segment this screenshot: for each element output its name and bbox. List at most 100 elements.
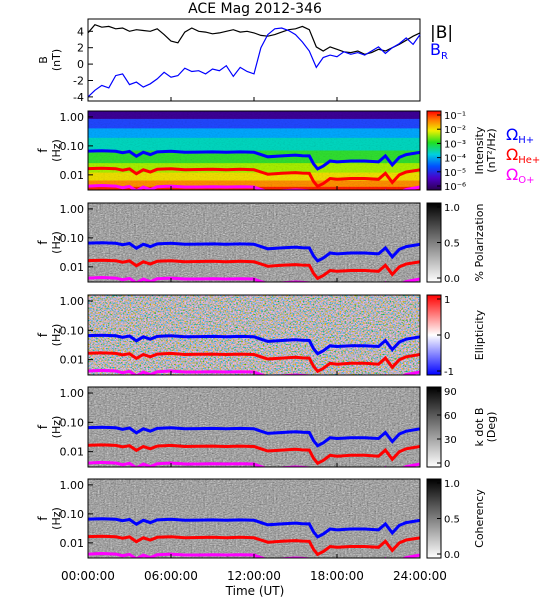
panel-ellipticity-image xyxy=(88,295,420,375)
field-series-br xyxy=(87,27,421,98)
spec-y-tick-label: 1.00 xyxy=(60,203,85,216)
gyro-legend: ΩH+ ΩHe+ ΩO+ xyxy=(506,125,540,186)
colorbar-tick-label: 0.0 xyxy=(444,274,460,285)
spec-y-tick-label: 0.10 xyxy=(60,416,85,429)
field-ylabel: B xyxy=(37,56,50,64)
gyro-line-h xyxy=(88,425,420,448)
colorbar-tick-label: 10⁻⁶ xyxy=(444,182,466,193)
spec-ylabel: f xyxy=(36,148,50,153)
colorbar-label-kdotb: k dot B xyxy=(473,408,486,447)
colorbar-tick-label: 0.5 xyxy=(444,515,460,526)
panel-kdotb: 1.00 0.10 0.01 f (Hz) 90 60 30 0 k dot B (Deg) xyxy=(36,386,498,470)
gyro-line-h xyxy=(88,333,420,356)
colorbar-kdotb xyxy=(426,386,442,468)
gyro-line-he xyxy=(88,351,420,374)
legend-br: BR xyxy=(430,40,448,62)
colorbar-label-polarization: % Polarization xyxy=(473,204,486,282)
colorbar-tick-label: 10⁻² xyxy=(444,125,466,136)
gyro-line-h xyxy=(88,517,420,539)
colorbar-tick-label: 10⁻³ xyxy=(444,139,466,150)
panel-intensity-image xyxy=(88,111,420,190)
colorbar-tick-label: 10⁻⁴ xyxy=(444,154,466,165)
legend-omega-h: ΩH+ xyxy=(506,125,534,146)
field-y-tick-label: 4 xyxy=(77,25,84,38)
gyro-line-h xyxy=(88,149,420,171)
spec-yunits: (Hz) xyxy=(50,324,63,347)
field-panel: 4 2 0 -2 -4 B (nT) |B| BR xyxy=(37,18,453,104)
colorbar-tick-label: 1 xyxy=(444,295,450,306)
spec-y-tick-label: 0.10 xyxy=(60,508,85,521)
colorbar-tick-label: 10⁻¹ xyxy=(444,111,466,122)
panel-polarization-image xyxy=(88,203,420,282)
field-series-layer xyxy=(87,23,421,98)
panel-coherency: 1.00 0.10 0.01 f (Hz) 1.0 0.5 0.0 Coherency xyxy=(36,478,486,561)
legend-omega-he: ΩHe+ xyxy=(506,145,540,166)
field-y-ticks: 4 2 0 -2 -4 xyxy=(73,25,421,104)
spec-yunits: (Hz) xyxy=(50,139,63,162)
gyro-line-o xyxy=(88,460,420,467)
field-series-bmag xyxy=(87,23,421,55)
spec-y-tick-label: 0.01 xyxy=(60,537,85,550)
field-y-tick-label: -4 xyxy=(73,91,84,104)
colorbar-tick-label: 0.5 xyxy=(444,239,460,250)
colorbar-tick-label: 30 xyxy=(444,435,457,446)
spec-ylabel: f xyxy=(36,240,50,245)
gyro-line-o xyxy=(88,551,420,558)
spec-y-tick-label: 0.10 xyxy=(60,232,85,245)
colorbar-units-intensity: (nT²/Hz) xyxy=(485,128,498,172)
colorbar-tick-label: 1.0 xyxy=(444,203,460,214)
field-yunits: (nT) xyxy=(50,49,63,71)
field-y-tick-label: 2 xyxy=(77,42,84,55)
spec-y-tick-label: 0.01 xyxy=(60,261,85,274)
field-y-tick-label: 0 xyxy=(77,58,84,71)
spec-ylabel: f xyxy=(36,332,50,337)
spec-yunits: (Hz) xyxy=(50,507,63,530)
x-tick-label: 24:00:00 xyxy=(393,569,447,583)
spec-yunits: (Hz) xyxy=(50,416,63,439)
polarization-texture xyxy=(88,203,420,282)
colorbar-label-intensity: Intensity xyxy=(473,126,486,174)
colorbar-label-coherency: Coherency xyxy=(473,489,486,548)
gyro-line-he xyxy=(88,443,420,466)
gyro-line-o xyxy=(88,368,420,375)
chart-title: ACE Mag 2012-346 xyxy=(188,1,322,17)
x-tick-label: 06:00:00 xyxy=(144,569,198,583)
spec-y-tick-label: 1.00 xyxy=(60,111,85,124)
gyro-line-h xyxy=(88,241,420,263)
spec-y-tick-label: 0.01 xyxy=(60,446,85,459)
colorbar-tick-label: 0 xyxy=(444,459,450,470)
colorbar-units-kdotb: (Deg) xyxy=(485,412,498,443)
colorbar-tick-label: 0.0 xyxy=(444,550,460,561)
gyro-line-he xyxy=(88,534,420,557)
panel-polarization: 1.00 0.10 0.01 f (Hz) 1.0 0.5 0.0 % Polarization xyxy=(36,202,486,285)
spec-ylabel: f xyxy=(36,424,50,429)
colorbar-tick-label: -1 xyxy=(444,367,454,378)
colorbar-intensity xyxy=(426,110,442,191)
gyro-line-he xyxy=(88,166,420,189)
panel-ellipticity: 1.00 0.10 0.01 f (Hz) 1 0 -1 Ellipticity xyxy=(36,294,486,378)
colorbar-tick-label: 0 xyxy=(444,331,450,342)
panel-coherency-image xyxy=(88,479,420,558)
x-tick-label: 18:00:00 xyxy=(310,569,364,583)
gyro-line-he xyxy=(88,258,420,281)
legend-bmag: |B| xyxy=(430,23,453,43)
panel-intensity: 1.00 0.10 0.01 f (Hz) 10⁻¹ 10⁻² 10⁻³ 10⁻⁴ 10⁻⁵ 10⁻… xyxy=(36,110,498,193)
legend-omega-o: ΩO+ xyxy=(506,165,534,186)
gyro-line-o xyxy=(88,275,420,282)
spec-y-tick-label: 0.01 xyxy=(60,354,85,367)
kdotb-texture xyxy=(88,387,420,467)
ellipticity-texture xyxy=(88,295,420,375)
colorbar-label-ellipticity: Ellipticity xyxy=(473,309,486,360)
spec-yunits: (Hz) xyxy=(50,231,63,254)
x-tick-label: 00:00:00 xyxy=(61,569,115,583)
x-tick-label: 12:00:00 xyxy=(227,569,281,583)
panel-kdotb-image xyxy=(88,387,420,467)
spectrogram-panels: 1.000.100.01f (Hz)10⁻¹10⁻²10⁻³10⁻⁴10⁻⁵10⁻… xyxy=(36,110,498,561)
intensity-texture xyxy=(88,111,420,190)
gyro-line-o xyxy=(88,183,420,190)
spec-y-tick-label: 0.10 xyxy=(60,324,85,337)
spec-y-tick-label: 1.00 xyxy=(60,295,85,308)
x-axis-label: Time (UT) xyxy=(225,584,285,598)
spec-y-tick-label: 0.01 xyxy=(60,169,85,182)
